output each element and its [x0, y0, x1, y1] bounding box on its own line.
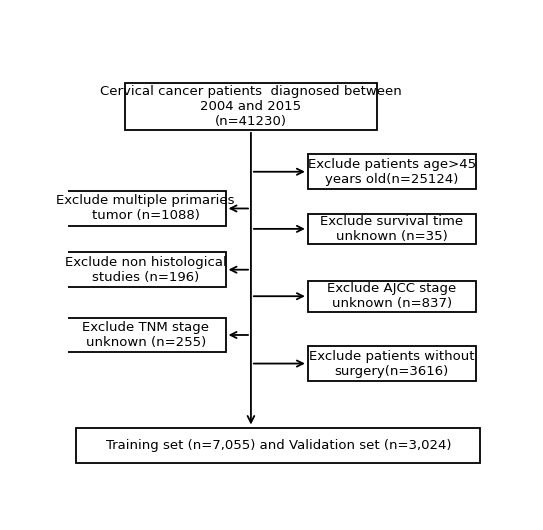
Text: Exclude patients age>45
years old(n=25124): Exclude patients age>45 years old(n=2512… [308, 158, 476, 186]
Text: Exclude patients without
surgery(n=3616): Exclude patients without surgery(n=3616) [309, 350, 475, 377]
Text: Exclude TNM stage
unknown (n=255): Exclude TNM stage unknown (n=255) [82, 321, 209, 349]
FancyBboxPatch shape [308, 154, 476, 189]
FancyBboxPatch shape [66, 191, 226, 226]
Text: Cervical cancer patients  diagnosed between
2004 and 2015
(n=41230): Cervical cancer patients diagnosed betwe… [100, 85, 402, 128]
FancyBboxPatch shape [308, 214, 476, 244]
FancyBboxPatch shape [66, 317, 226, 352]
FancyBboxPatch shape [308, 346, 476, 381]
FancyBboxPatch shape [308, 281, 476, 312]
Text: Exclude survival time
unknown (n=35): Exclude survival time unknown (n=35) [320, 215, 464, 243]
Text: Exclude AJCC stage
unknown (n=837): Exclude AJCC stage unknown (n=837) [327, 282, 457, 310]
Text: Exclude non histological
studies (n=196): Exclude non histological studies (n=196) [65, 255, 226, 284]
Text: Training set (n=7,055) and Validation set (n=3,024): Training set (n=7,055) and Validation se… [105, 439, 451, 452]
FancyBboxPatch shape [125, 83, 377, 130]
FancyBboxPatch shape [66, 252, 226, 287]
Text: Exclude multiple primaries
tumor (n=1088): Exclude multiple primaries tumor (n=1088… [56, 195, 235, 223]
FancyBboxPatch shape [77, 428, 481, 463]
